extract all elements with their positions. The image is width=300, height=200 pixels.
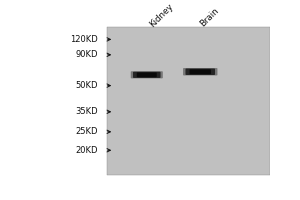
Text: 20KD: 20KD xyxy=(76,146,98,155)
FancyBboxPatch shape xyxy=(183,68,218,75)
Text: Brain: Brain xyxy=(199,6,221,29)
Text: 35KD: 35KD xyxy=(75,107,98,116)
FancyBboxPatch shape xyxy=(185,69,215,75)
Text: Kidney: Kidney xyxy=(147,1,175,29)
Text: 50KD: 50KD xyxy=(76,81,98,90)
Bar xyxy=(107,27,270,175)
Text: 120KD: 120KD xyxy=(70,35,98,44)
FancyBboxPatch shape xyxy=(131,71,163,78)
FancyBboxPatch shape xyxy=(137,72,157,77)
Text: 25KD: 25KD xyxy=(76,127,98,136)
FancyBboxPatch shape xyxy=(190,69,211,74)
Text: 90KD: 90KD xyxy=(76,50,98,59)
FancyBboxPatch shape xyxy=(133,72,160,78)
